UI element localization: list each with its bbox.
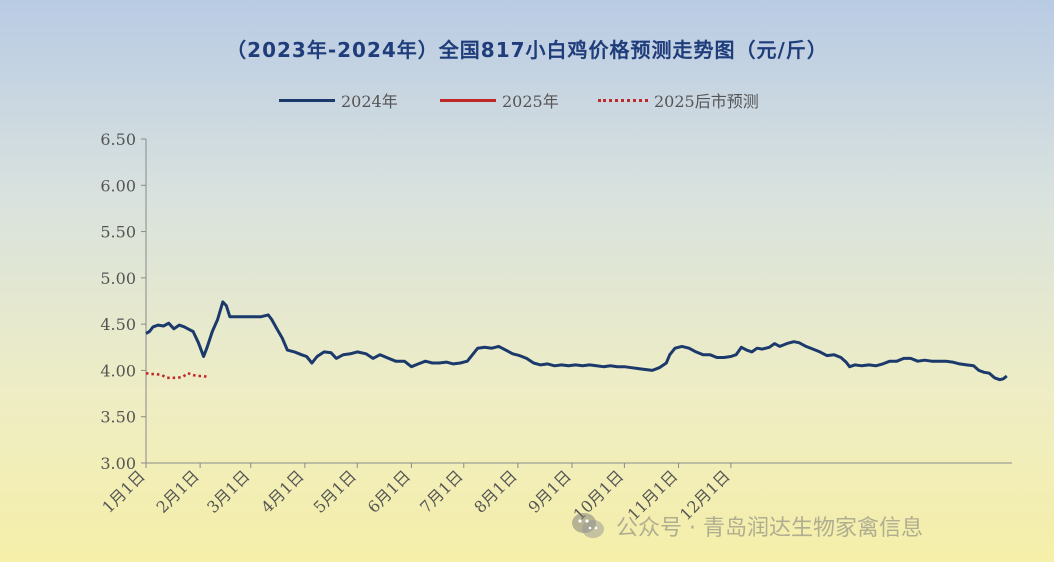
legend-swatch-forecast [598, 98, 648, 102]
x-tick-label: 7月1日 [416, 466, 466, 516]
y-tick-label: 4.50 [100, 315, 136, 334]
series-line-0 [145, 300, 1008, 382]
x-tick-label: 9月1日 [524, 466, 574, 516]
y-tick-label: 5.50 [100, 223, 136, 242]
wechat-icon [572, 513, 604, 538]
y-tick-label: 6.50 [100, 130, 136, 149]
x-tick-label: 5月1日 [310, 466, 360, 516]
y-tick-label: 6.00 [100, 176, 136, 195]
legend: 2024年 2025年 2025后市预测 [0, 88, 1054, 112]
legend-item-2024: 2024年 [279, 88, 398, 112]
series-layer [145, 300, 1008, 382]
legend-item-2025: 2025年 [440, 88, 559, 112]
y-tick-label: 4.00 [100, 361, 136, 380]
legend-label-2024: 2024年 [341, 92, 398, 111]
x-tick-label: 1月1日 [98, 466, 148, 516]
x-tick-label: 3月1日 [203, 466, 253, 516]
x-tick-label: 2月1日 [152, 466, 202, 516]
y-tick-label: 3.50 [100, 408, 136, 427]
x-tick-label: 8月1日 [470, 466, 520, 516]
x-tick-label: 6月1日 [364, 466, 414, 516]
legend-swatch-2025 [440, 98, 496, 102]
legend-label-forecast: 2025后市预测 [654, 92, 759, 111]
x-tick-label: 4月1日 [257, 466, 307, 516]
chart-title: （2023年-2024年）全国817小白鸡价格预测走势图（元/斤） [226, 38, 828, 62]
watermark-text: 公众号 · 青岛润达生物家禽信息 [616, 516, 923, 541]
y-tick-label: 3.00 [100, 454, 136, 473]
legend-swatch-2024 [279, 98, 335, 102]
legend-item-forecast: 2025后市预测 [598, 88, 759, 112]
legend-label-2025: 2025年 [502, 92, 559, 111]
watermark: 公众号 · 青岛润达生物家禽信息 [570, 506, 923, 546]
y-tick-label: 5.00 [100, 269, 136, 288]
series-line-2 [145, 371, 208, 380]
